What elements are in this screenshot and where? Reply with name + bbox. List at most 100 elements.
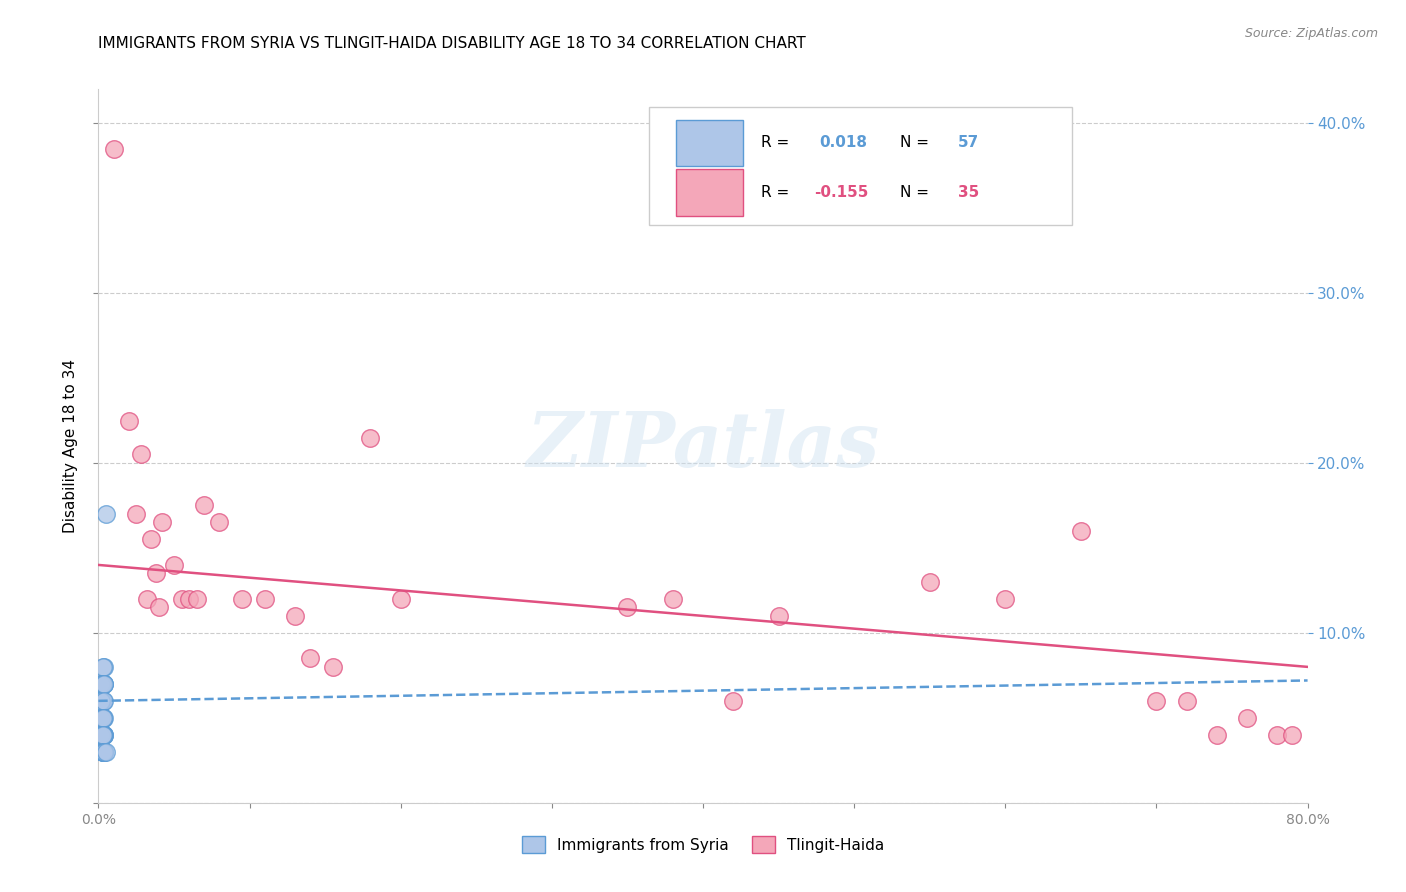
Point <box>91 728 114 742</box>
Point <box>91 694 114 708</box>
Point <box>723 694 745 708</box>
Point <box>322 660 344 674</box>
Point <box>170 591 193 606</box>
Point <box>93 711 115 725</box>
Point <box>91 677 114 691</box>
Text: R =: R = <box>761 186 794 200</box>
FancyBboxPatch shape <box>648 107 1071 225</box>
Point <box>163 558 186 572</box>
Point <box>91 711 114 725</box>
Point <box>1281 728 1303 742</box>
Point <box>179 591 201 606</box>
Point <box>1206 728 1229 742</box>
Y-axis label: Disability Age 18 to 34: Disability Age 18 to 34 <box>63 359 77 533</box>
Text: -0.155: -0.155 <box>814 186 869 200</box>
Point <box>93 677 115 691</box>
Point <box>1175 694 1198 708</box>
Point <box>91 711 114 725</box>
Point <box>91 745 114 759</box>
Point <box>91 677 114 691</box>
Point <box>125 507 148 521</box>
Point <box>208 516 231 530</box>
Point <box>91 728 114 742</box>
Point <box>91 711 114 725</box>
Text: ZIPatlas: ZIPatlas <box>526 409 880 483</box>
Point <box>93 728 115 742</box>
Point <box>90 677 112 691</box>
Point <box>90 728 112 742</box>
Text: 57: 57 <box>957 136 980 150</box>
Point <box>1236 711 1258 725</box>
Point <box>231 591 253 606</box>
Point <box>389 591 412 606</box>
Point <box>91 745 114 759</box>
FancyBboxPatch shape <box>676 120 742 166</box>
Text: N =: N = <box>900 186 934 200</box>
Point <box>1267 728 1289 742</box>
Point <box>93 745 115 759</box>
Point <box>93 745 115 759</box>
Point <box>91 728 114 742</box>
Point <box>91 728 114 742</box>
Point <box>299 651 322 665</box>
Point <box>91 694 114 708</box>
Text: 0.018: 0.018 <box>820 136 868 150</box>
Point <box>94 507 117 521</box>
Point <box>93 745 115 759</box>
Point <box>91 677 114 691</box>
Point <box>141 533 163 547</box>
Point <box>90 677 112 691</box>
Point <box>91 677 114 691</box>
Point <box>91 711 114 725</box>
Text: R =: R = <box>761 136 794 150</box>
Point <box>91 660 114 674</box>
Point <box>90 711 112 725</box>
Text: IMMIGRANTS FROM SYRIA VS TLINGIT-HAIDA DISABILITY AGE 18 TO 34 CORRELATION CHART: IMMIGRANTS FROM SYRIA VS TLINGIT-HAIDA D… <box>98 36 806 51</box>
Point <box>360 430 382 444</box>
Legend: Immigrants from Syria, Tlingit-Haida: Immigrants from Syria, Tlingit-Haida <box>516 830 890 859</box>
Point <box>91 694 114 708</box>
Point <box>90 694 112 708</box>
Point <box>284 608 307 623</box>
Text: N =: N = <box>900 136 934 150</box>
Point <box>91 728 114 742</box>
Point <box>1144 694 1167 708</box>
Point <box>93 677 115 691</box>
Point <box>994 591 1017 606</box>
Point <box>91 728 114 742</box>
Point <box>91 711 114 725</box>
Point <box>253 591 276 606</box>
Point <box>135 591 157 606</box>
Point <box>93 694 115 708</box>
Point <box>91 694 114 708</box>
Point <box>91 745 114 759</box>
Point <box>91 694 114 708</box>
Point <box>118 413 141 427</box>
Point <box>148 600 170 615</box>
Point <box>91 694 114 708</box>
Point <box>145 566 167 581</box>
Point <box>1070 524 1092 538</box>
Point <box>91 677 114 691</box>
Point <box>91 711 114 725</box>
Point <box>91 745 114 759</box>
Point <box>661 591 683 606</box>
Point <box>918 574 941 589</box>
Point <box>129 448 152 462</box>
Text: 35: 35 <box>957 186 980 200</box>
Point <box>93 677 115 691</box>
Point <box>94 745 117 759</box>
Point <box>150 516 173 530</box>
Point <box>91 728 114 742</box>
Point <box>91 728 114 742</box>
Point <box>193 499 215 513</box>
Point <box>93 660 115 674</box>
Point <box>616 600 638 615</box>
Point <box>90 694 112 708</box>
Point <box>91 711 114 725</box>
Point <box>103 142 125 156</box>
Point <box>768 608 790 623</box>
Point <box>91 728 114 742</box>
FancyBboxPatch shape <box>676 169 742 216</box>
Point <box>90 728 112 742</box>
